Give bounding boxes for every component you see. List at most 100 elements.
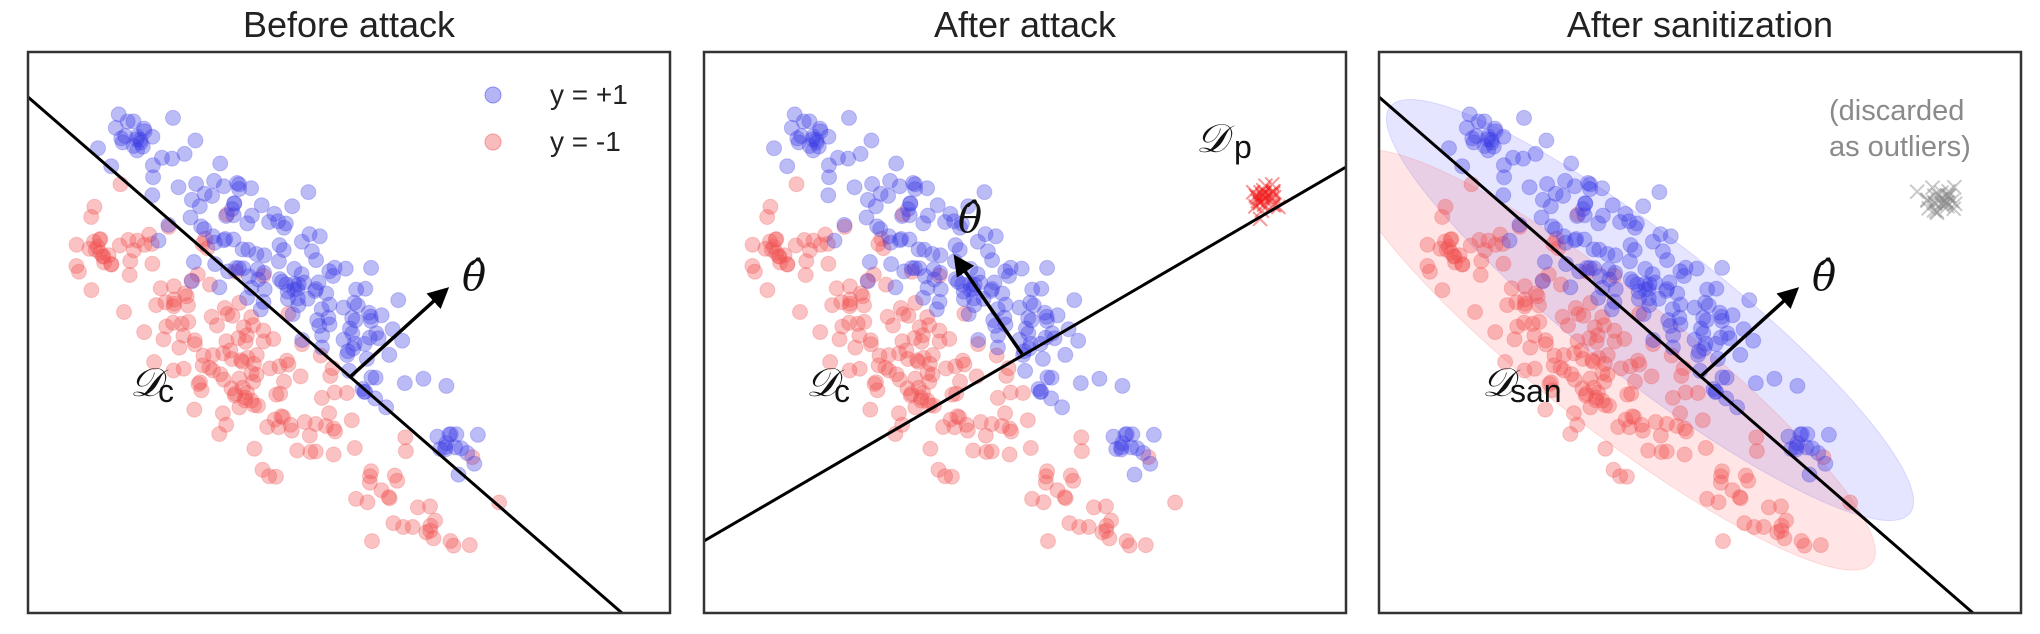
outlier-point [1920,200,1937,217]
positive-point [261,214,278,230]
positive-point [318,285,335,302]
negative-point [246,440,263,457]
negative-point [1578,385,1595,402]
positive-point [882,172,899,189]
positive-point [1599,246,1616,262]
negative-point [1094,524,1111,541]
negative-point [1497,354,1514,370]
positive-point [1038,308,1055,325]
negative-point [1447,254,1464,271]
positive-point [363,369,380,386]
negative-point [1736,515,1753,532]
poison-point [1256,196,1272,213]
negative-point [1605,461,1622,478]
negative-point [1627,373,1643,390]
positive-point [1658,283,1675,299]
negative-point [218,416,235,433]
negative-point [759,282,776,299]
positive-point [955,283,972,300]
negative-point [397,443,414,460]
positive-point [811,120,828,137]
negative-point [1597,440,1614,457]
poison-point [1250,193,1266,209]
negative-point [92,231,109,248]
negative-point [828,280,845,297]
negative-point [81,240,98,257]
negative-point [1121,537,1138,554]
negative-point [87,241,104,258]
negative-point [325,446,342,463]
negative-point [1567,300,1584,316]
negative-point [833,294,850,311]
positive-point [1591,241,1608,258]
negative-point [227,385,244,402]
negative-point [144,255,161,272]
positive-point [1480,142,1497,159]
negative-point [915,349,932,366]
negative-point [1613,360,1629,377]
positive-point [1714,312,1730,329]
negative-point [272,385,289,402]
negative-point [224,307,241,324]
negative-point [989,389,1006,406]
negative-point [1581,330,1598,347]
negative-point [1699,490,1716,507]
panel-frame [1377,50,2023,615]
positive-point [103,158,120,175]
positive-point [1637,281,1654,298]
negative-point [380,489,397,506]
positive-point [1585,241,1602,258]
positive-point [286,260,303,277]
negative-point [875,240,892,257]
positive-point [937,214,954,230]
positive-point [1698,312,1715,329]
positive-point [1662,317,1679,334]
positive-point [1011,299,1028,316]
negative-point [1454,256,1471,273]
panel-frame [26,50,672,615]
negative-point [491,494,508,511]
outlier-point [1940,188,1957,204]
positive-point [1486,120,1503,137]
negative-point [92,244,109,261]
positive-point [915,289,932,306]
positive-point [1039,259,1056,276]
negative-point [1748,443,1765,460]
negative-point [930,461,947,478]
positive-point [1804,440,1821,457]
positive-point [1582,176,1599,193]
positive-point [1020,309,1037,326]
negative-point [91,231,108,248]
negative-point [1594,309,1611,326]
negative-point [965,442,982,459]
positive-point [335,299,352,316]
positive-point [925,261,942,278]
negative-point [1612,468,1629,485]
negative-point [842,291,859,308]
positive-point [1577,195,1594,212]
negative-point [141,226,158,243]
negative-point [1137,537,1154,554]
positive-point [187,132,204,149]
negative-point [1596,373,1613,390]
negative-point [1563,366,1580,383]
positive-point [1070,332,1087,349]
positive-point [1581,260,1598,277]
positive-point [1628,215,1645,232]
positive-point [979,243,996,260]
negative-point [363,463,380,480]
negative-point [1002,384,1019,401]
data-label-sub: c [834,373,850,409]
positive-point [1788,441,1805,458]
positive-point [204,187,221,204]
negative-point [203,308,220,325]
positive-point [396,375,413,392]
positive-point [429,428,446,445]
positive-point [361,329,378,346]
negative-point [1672,405,1689,422]
positive-point [196,185,213,202]
negative-point [1495,255,1512,272]
positive-point [357,280,374,297]
negative-point [1529,288,1546,305]
negative-point [907,399,924,416]
